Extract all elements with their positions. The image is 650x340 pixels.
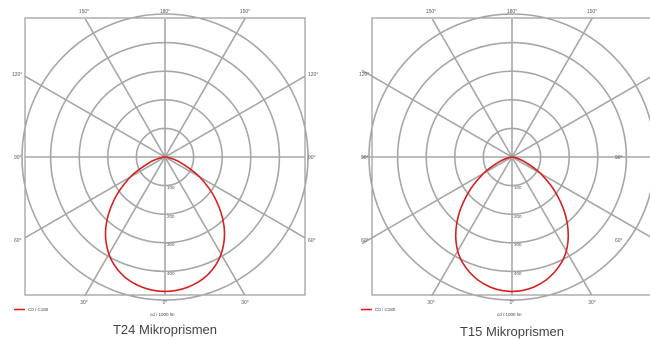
angle-label-top-left: 150° (426, 9, 436, 15)
ring-label-100: 100 (514, 185, 522, 190)
angle-label-bottom-right: 30° (241, 300, 249, 306)
ring-label-200: 200 (167, 214, 175, 219)
ring-label-300: 300 (514, 242, 522, 247)
intensity-curves (455, 156, 569, 293)
angle-label-bottom-left: 30° (427, 300, 435, 306)
angle-label-middle-right: 90° (615, 155, 623, 161)
angle-label-upper-right: 120° (308, 72, 318, 78)
unit-label: cd / 1000 lm (150, 312, 175, 317)
intensity-curve (455, 156, 569, 293)
legend-label: C0 / C180 (28, 307, 49, 312)
unit-label: cd / 1000 lm (497, 312, 522, 317)
angle-label-middle-left: 90° (14, 155, 22, 161)
polar-chart-t24: 150° 180° 150° 120° 120° 90° 90° 60° 60°… (12, 9, 318, 337)
angle-label-bottom-right: 30° (588, 300, 596, 306)
ring-label-400: 400 (167, 271, 175, 276)
ring-label-100: 100 (167, 185, 175, 190)
angle-label-top-center: 180° (160, 9, 170, 15)
angle-label-upper-left: 120° (359, 72, 369, 78)
angle-label-lower-right: 60° (615, 238, 623, 244)
angle-label-top-right: 150° (587, 9, 597, 15)
legend-label: C0 / C180 (375, 307, 396, 312)
angle-label-middle-right: 90° (308, 155, 316, 161)
intensity-curve (104, 156, 226, 293)
angle-label-top-right: 150° (240, 9, 250, 15)
angle-label-lower-left: 60° (14, 238, 22, 244)
polar-chart-t15: 150° 180° 150° 120° 90° 90° 60° 60° 30° … (359, 9, 650, 339)
angle-label-top-center: 180° (507, 9, 517, 15)
angle-label-bottom-center: 0° (163, 300, 168, 306)
angle-label-bottom-left: 30° (80, 300, 88, 306)
ring-label-300: 300 (167, 242, 175, 247)
angle-label-lower-left: 60° (361, 238, 369, 244)
angle-label-bottom-center: 0° (510, 300, 515, 306)
angle-label-upper-left: 120° (12, 72, 22, 78)
ring-label-400: 400 (514, 271, 522, 276)
grid-ring (21, 13, 309, 301)
intensity-curves (104, 156, 226, 293)
polar-grid (361, 13, 650, 301)
chart-title: T15 Mikroprismen (460, 324, 564, 339)
angle-label-lower-right: 60° (308, 238, 316, 244)
angle-label-top-left: 150° (79, 9, 89, 15)
chart-title: T24 Mikroprismen (113, 322, 217, 337)
angle-label-middle-left: 90° (361, 155, 369, 161)
ring-label-200: 200 (514, 214, 522, 219)
